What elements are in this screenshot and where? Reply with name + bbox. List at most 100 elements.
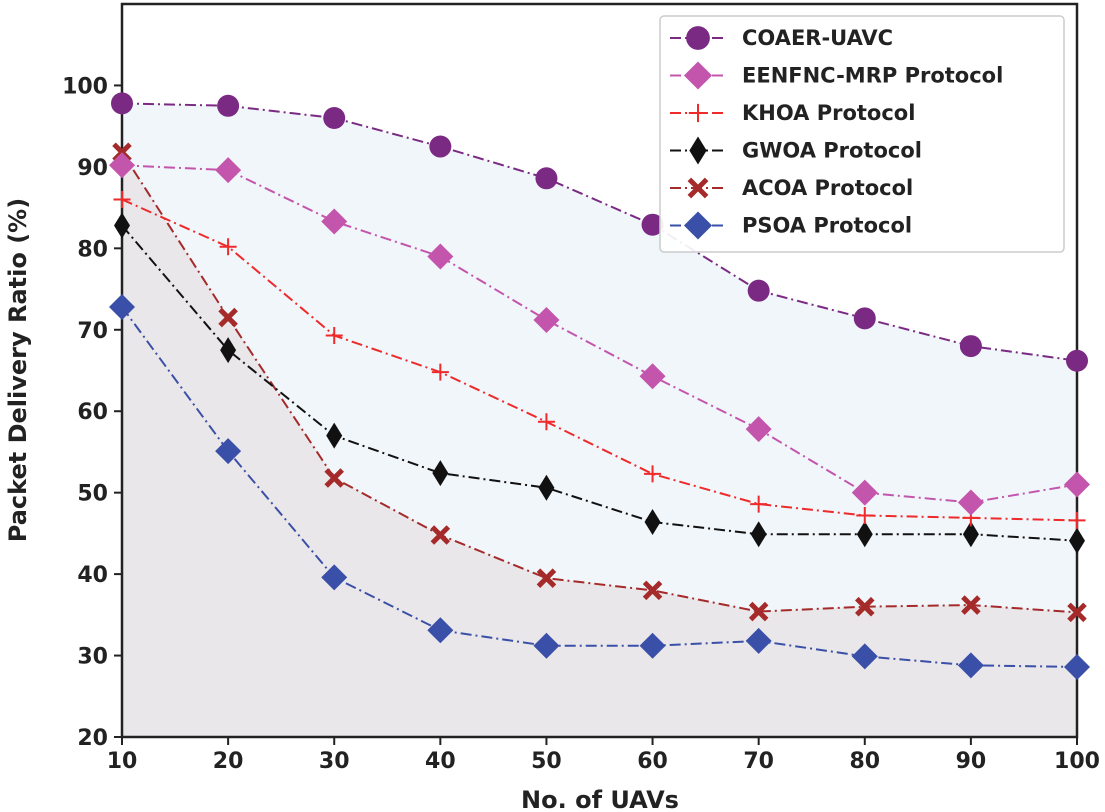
data-point-coaer-uavc	[641, 213, 664, 236]
data-point-acoa-protocol	[112, 142, 132, 162]
data-point-coaer-uavc	[217, 94, 240, 117]
y-tick-label: 30	[77, 645, 108, 670]
y-tick-label: 60	[77, 400, 108, 425]
data-point-coaer-uavc	[323, 107, 346, 130]
data-point-gwoa-protocol	[326, 422, 343, 449]
data-point-coaer-uavc	[1066, 349, 1088, 372]
x-axis-title: No. of UAVs	[521, 786, 679, 812]
y-tick-label: 50	[77, 482, 108, 507]
data-point-psoa-protocol	[215, 438, 242, 465]
data-point-khoa-protocol	[325, 326, 343, 344]
legend-label-coaer-uavc: COAER-UAVC	[742, 26, 893, 50]
data-point-psoa-protocol	[321, 564, 348, 591]
data-markers	[109, 92, 1090, 680]
data-point-khoa-protocol	[856, 506, 874, 524]
legend-entry-eenfnc-mrp-protocol: EENFNC-MRP Protocol	[670, 61, 1003, 90]
y-axis-title: Packet Delivery Ratio (%)	[4, 198, 32, 542]
data-point-eenfnc-mrp-protocol	[533, 307, 560, 334]
y-tick-label: 80	[77, 237, 108, 262]
legend-label-psoa-protocol: PSOA Protocol	[742, 214, 912, 238]
data-point-psoa-protocol	[851, 643, 878, 670]
data-point-gwoa-protocol	[220, 337, 237, 364]
legend-entry-gwoa-protocol: GWOA Protocol	[670, 136, 922, 165]
data-point-acoa-protocol	[961, 595, 981, 615]
data-point-psoa-protocol	[109, 293, 135, 320]
data-point-khoa-protocol	[537, 413, 555, 431]
series-line-psoa-protocol	[122, 306, 1077, 668]
data-point-psoa-protocol	[533, 632, 560, 659]
data-point-acoa-protocol	[536, 568, 557, 588]
data-point-eenfnc-mrp-protocol	[427, 243, 454, 270]
legend-marker-eenfnc-mrp-protocol	[683, 61, 713, 90]
data-point-acoa-protocol	[430, 525, 451, 545]
data-point-psoa-protocol	[957, 652, 984, 679]
x-tick-label: 90	[956, 749, 987, 774]
x-tick-label: 10	[107, 749, 138, 774]
x-tick-label: 50	[531, 749, 562, 774]
data-series	[122, 102, 1077, 668]
legend-marker-khoa-protocol	[688, 103, 708, 123]
data-point-gwoa-protocol	[644, 508, 661, 535]
legend-entry-khoa-protocol: KHOA Protocol	[670, 101, 915, 125]
y-tick-label: 20	[77, 726, 108, 751]
data-point-eenfnc-mrp-protocol	[745, 416, 772, 443]
data-point-acoa-protocol	[642, 580, 663, 601]
legend-entry-acoa-protocol: ACOA Protocol	[670, 176, 913, 200]
data-point-coaer-uavc	[535, 167, 558, 190]
legend-marker-acoa-protocol	[687, 177, 709, 199]
x-tick-label: 80	[849, 749, 880, 774]
data-point-khoa-protocol	[431, 363, 449, 381]
data-point-eenfnc-mrp-protocol	[957, 489, 984, 516]
data-point-gwoa-protocol	[962, 521, 979, 548]
data-point-gwoa-protocol	[750, 521, 767, 548]
data-point-coaer-uavc	[853, 307, 876, 330]
x-tick-label: 100	[1054, 749, 1100, 774]
data-point-acoa-protocol	[218, 307, 238, 328]
data-point-khoa-protocol	[113, 190, 131, 208]
legend-label-acoa-protocol: ACOA Protocol	[742, 176, 913, 200]
data-point-khoa-protocol	[750, 495, 768, 513]
data-point-psoa-protocol	[745, 627, 772, 654]
data-point-eenfnc-mrp-protocol	[215, 157, 242, 184]
data-point-eenfnc-mrp-protocol	[109, 152, 135, 179]
y-tick-label: 70	[77, 319, 108, 344]
data-point-coaer-uavc	[747, 279, 770, 302]
data-point-coaer-uavc	[111, 92, 133, 115]
legend-marker-coaer-uavc	[686, 26, 710, 50]
legend-label-gwoa-protocol: GWOA Protocol	[742, 139, 922, 163]
data-point-gwoa-protocol	[538, 474, 555, 501]
data-point-khoa-protocol	[219, 238, 237, 256]
x-tick-label: 60	[637, 749, 668, 774]
data-point-coaer-uavc	[429, 135, 452, 158]
data-point-eenfnc-mrp-protocol	[851, 479, 878, 506]
data-point-acoa-protocol	[855, 596, 875, 617]
data-point-eenfnc-mrp-protocol	[639, 363, 666, 390]
area-fill-coaer-uavc	[122, 103, 1077, 737]
x-tick-label: 70	[743, 749, 774, 774]
data-point-gwoa-protocol	[856, 521, 873, 548]
series-line-gwoa-protocol	[122, 224, 1077, 542]
legend-label-eenfnc-mrp-protocol: EENFNC-MRP Protocol	[742, 64, 1003, 88]
series-line-eenfnc-mrp-protocol	[122, 164, 1077, 504]
data-point-khoa-protocol	[1068, 511, 1086, 529]
data-point-acoa-protocol	[1067, 602, 1087, 623]
y-tick-label: 100	[62, 74, 108, 99]
data-point-coaer-uavc	[959, 335, 982, 358]
data-point-gwoa-protocol	[114, 212, 130, 239]
legend-entry-coaer-uavc: COAER-UAVC	[670, 26, 893, 50]
y-tick-label: 90	[77, 156, 108, 181]
x-tick-label: 20	[213, 749, 244, 774]
legend: COAER-UAVC EENFNC-MRP Protocol KHOA Protoc…	[659, 15, 1065, 253]
legend-label-khoa-protocol: KHOA Protocol	[742, 101, 915, 125]
data-point-eenfnc-mrp-protocol	[1064, 471, 1090, 498]
legend-entry-psoa-protocol: PSOA Protocol	[670, 211, 912, 240]
x-tick-label: 30	[319, 749, 350, 774]
data-point-psoa-protocol	[639, 632, 666, 659]
series-line-coaer-uavc	[122, 102, 1077, 362]
data-point-acoa-protocol	[324, 468, 344, 488]
data-point-psoa-protocol	[1064, 653, 1090, 680]
data-point-gwoa-protocol	[432, 460, 449, 487]
y-tick-label: 40	[77, 563, 108, 588]
legend-marker-psoa-protocol	[683, 211, 713, 240]
